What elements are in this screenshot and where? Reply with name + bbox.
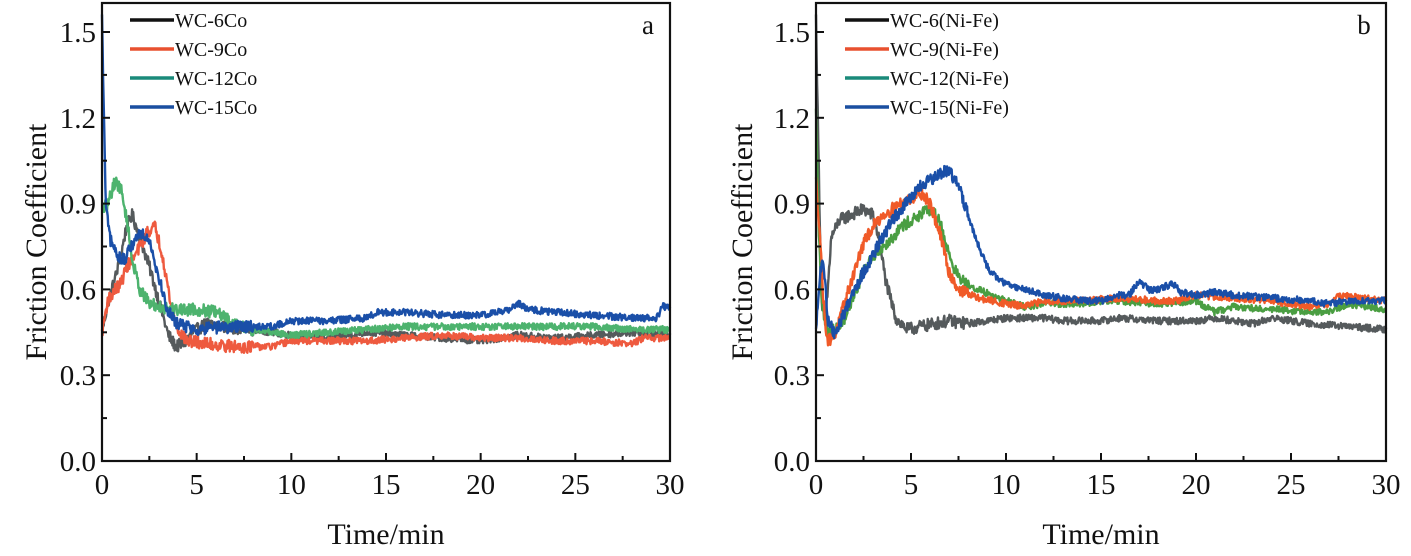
ticks-a [101, 31, 671, 462]
x-axis-title-b: Time/min [1042, 518, 1159, 551]
x-tick-label: 5 [904, 469, 919, 501]
series-line-wc-12-ni-fe- [814, 108, 1387, 337]
y-tick-label: 1.5 [774, 17, 810, 49]
y-axis-title-b: Friction Coefficient [726, 123, 759, 361]
series-line-wc-12co [100, 176, 672, 340]
chart-panel-a: 0 5 10 15 20 25 300.00.30.60.91.21.5 Time/min … [20, 1, 685, 551]
panel-label-b: b [1357, 10, 1371, 40]
y-tick-label: 0.6 [60, 274, 96, 306]
y-tick-label: 1.5 [60, 17, 96, 49]
x-tick-label: 20 [1182, 469, 1211, 501]
legend-label: WC-6Co [175, 10, 247, 32]
x-axis-title-a: Time/min [327, 518, 444, 551]
x-tick-label: 25 [1277, 469, 1306, 501]
x-tick-label: 30 [1372, 469, 1401, 501]
legend-label: WC-9(Ni-Fe) [890, 39, 999, 61]
legend-label: WC-12(Ni-Fe) [890, 68, 1009, 90]
legend-b: WC-6(Ni-Fe) WC-9(Ni-Fe) WC-12(Ni-Fe) WC-15(… [845, 10, 1009, 119]
y-tick-label: 0.3 [774, 360, 810, 392]
series-layer-b [814, 14, 1388, 347]
y-tick-label: 1.2 [774, 103, 810, 135]
x-tick-label: 0 [95, 469, 110, 501]
series-line-wc-9co [100, 220, 672, 354]
x-tick-label: 0 [809, 469, 824, 501]
series-line-wc-15-ni-fe- [814, 164, 1388, 340]
x-tick-label: 25 [561, 469, 590, 501]
x-tick-label: 15 [1087, 469, 1116, 501]
x-tick-label: 10 [992, 469, 1021, 501]
x-tick-label: 10 [277, 469, 306, 501]
y-tick-label: 0.3 [60, 360, 96, 392]
y-tick-label: 0.9 [774, 189, 810, 221]
ticks-b [815, 31, 1387, 462]
series-layer-a [100, 14, 672, 354]
x-tick-label: 30 [656, 469, 685, 501]
legend-label: WC-12Co [175, 68, 257, 90]
legend-label: WC-15Co [175, 97, 257, 119]
tick-labels-b: 0 5 10 15 20 25 30 0.0 0.3 0.6 0.9 1.2 1.5 [774, 17, 1401, 501]
x-tick-label: 20 [466, 469, 495, 501]
series-line-wc-6-ni-fe- [814, 14, 1388, 335]
tick-labels-a: 0 5 10 15 20 25 30 0.0 0.3 0.6 0.9 1.2 1.5 [60, 17, 685, 501]
legend-label: WC-9Co [175, 39, 247, 61]
y-tick-label: 0.0 [60, 446, 96, 478]
y-tick-label: 1.2 [60, 103, 96, 135]
y-tick-label: 0.9 [60, 189, 96, 221]
panel-label-a: a [642, 10, 654, 40]
legend-label: WC-6(Ni-Fe) [890, 10, 999, 32]
chart-panel-b: 0 5 10 15 20 25 300.00.30.60.91.21.5 Time/min … [726, 1, 1401, 551]
y-tick-label: 0.0 [774, 446, 810, 478]
x-tick-label: 5 [189, 469, 204, 501]
y-tick-label: 0.6 [774, 274, 810, 306]
x-tick-label: 15 [372, 469, 401, 501]
legend-a: WC-6Co WC-9Co WC-12Co WC-15Co [130, 10, 257, 119]
y-axis-title-a: Friction Coefficient [20, 123, 53, 361]
legend-label: WC-15(Ni-Fe) [890, 97, 1009, 119]
series-line-wc-15co [100, 14, 672, 336]
